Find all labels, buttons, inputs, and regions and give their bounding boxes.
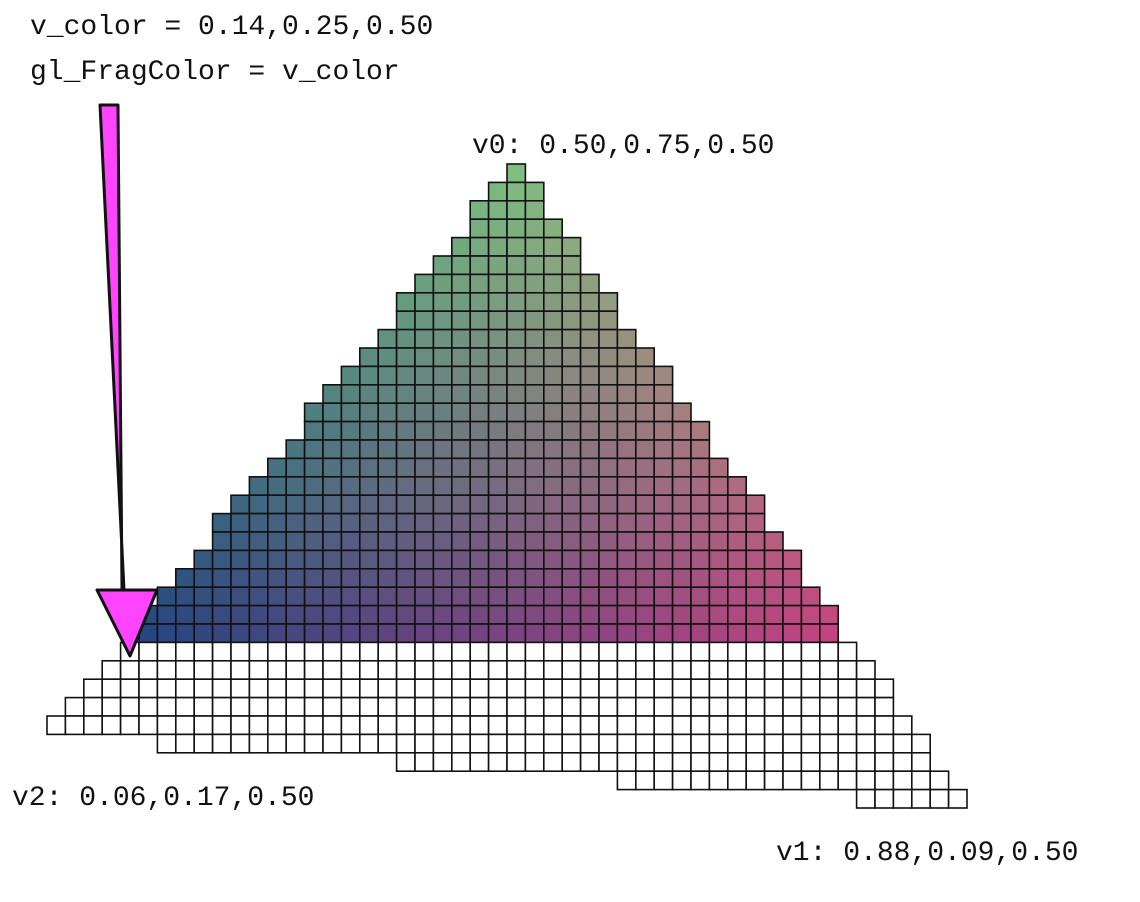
arrow-down-icon (95, 103, 159, 658)
frag-color-line: gl_FragColor = v_color (30, 57, 400, 88)
vertex-label-v0: v0: 0.50,0.75,0.50 (472, 131, 775, 162)
vertex-label-v1: v1: 0.88,0.09,0.50 (776, 838, 1079, 869)
varying-color-line: v_color = 0.14,0.25,0.50 (30, 12, 434, 43)
unrasterized-pixel (947, 788, 968, 809)
vertex-label-v2: v2: 0.06,0.17,0.50 (12, 783, 315, 814)
